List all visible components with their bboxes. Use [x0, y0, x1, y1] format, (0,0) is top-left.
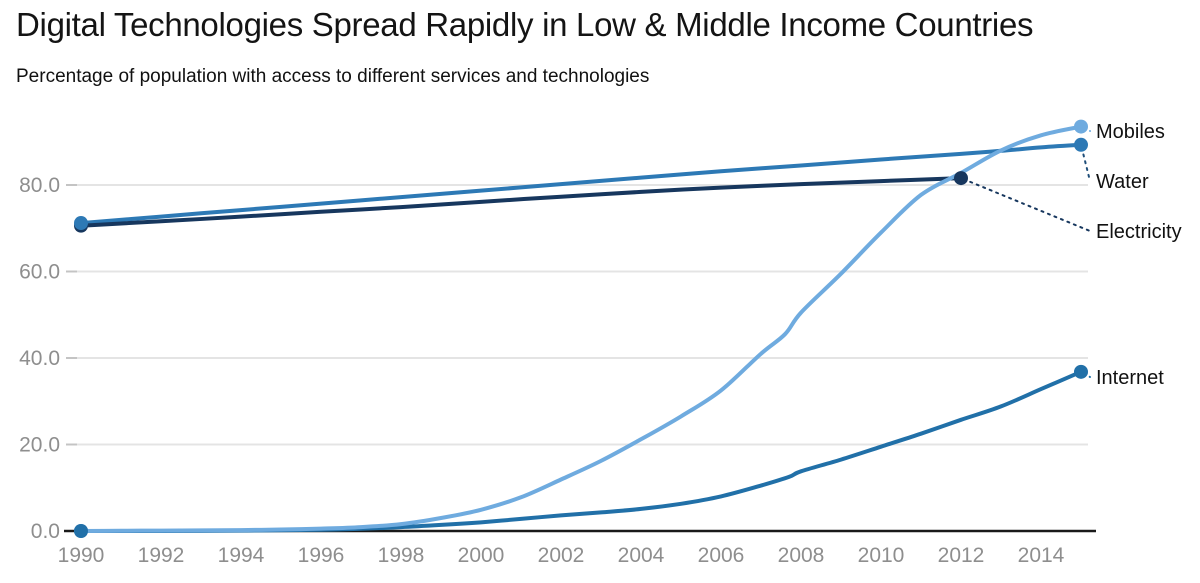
- y-tick-label: 40.0: [19, 347, 60, 370]
- x-tick-label: 1996: [298, 544, 345, 567]
- x-tick-label: 1994: [218, 544, 265, 567]
- series-line-internet: [79, 369, 1083, 534]
- x-tick-label: 2008: [778, 544, 825, 567]
- series-line-water: [79, 142, 1083, 226]
- x-tick-label: 2000: [458, 544, 505, 567]
- series-label-internet: Internet: [1096, 367, 1164, 389]
- x-tick-label: 2004: [618, 544, 665, 567]
- x-tick-label: 2014: [1018, 544, 1065, 567]
- series-start-dot-water: [74, 216, 88, 231]
- x-tick-label: 2010: [858, 544, 905, 567]
- series-line-mobiles: [79, 124, 1083, 533]
- series-end-dot-mobiles: [1074, 119, 1088, 134]
- leader-line-water: [1082, 153, 1091, 182]
- y-tick-label: 0.0: [31, 520, 60, 543]
- leader-line-electricity: [969, 180, 1091, 232]
- chart-subtitle: Percentage of population with access to …: [16, 66, 650, 87]
- x-tick-label: 2012: [938, 544, 985, 567]
- series-line-electricity: [79, 176, 963, 228]
- series-label-mobiles: Mobiles: [1096, 121, 1165, 143]
- x-tick-label: 2002: [538, 544, 585, 567]
- y-tick-label: 60.0: [19, 261, 60, 284]
- series-label-electricity: Electricity: [1096, 221, 1182, 243]
- series-end-dot-water: [1074, 137, 1088, 152]
- x-tick-label: 2006: [698, 544, 745, 567]
- chart-title: Digital Technologies Spread Rapidly in L…: [16, 6, 1034, 43]
- x-tick-label: 1998: [378, 544, 425, 567]
- y-tick-label: 80.0: [19, 174, 60, 197]
- series-start-dot-internet: [74, 524, 88, 538]
- x-tick-label: 1992: [138, 544, 185, 567]
- series-label-water: Water: [1096, 171, 1149, 193]
- x-tick-label: 1990: [58, 544, 105, 567]
- y-tick-label: 20.0: [19, 434, 60, 457]
- series-end-dot-electricity: [954, 171, 968, 186]
- series-end-dot-internet: [1074, 364, 1088, 379]
